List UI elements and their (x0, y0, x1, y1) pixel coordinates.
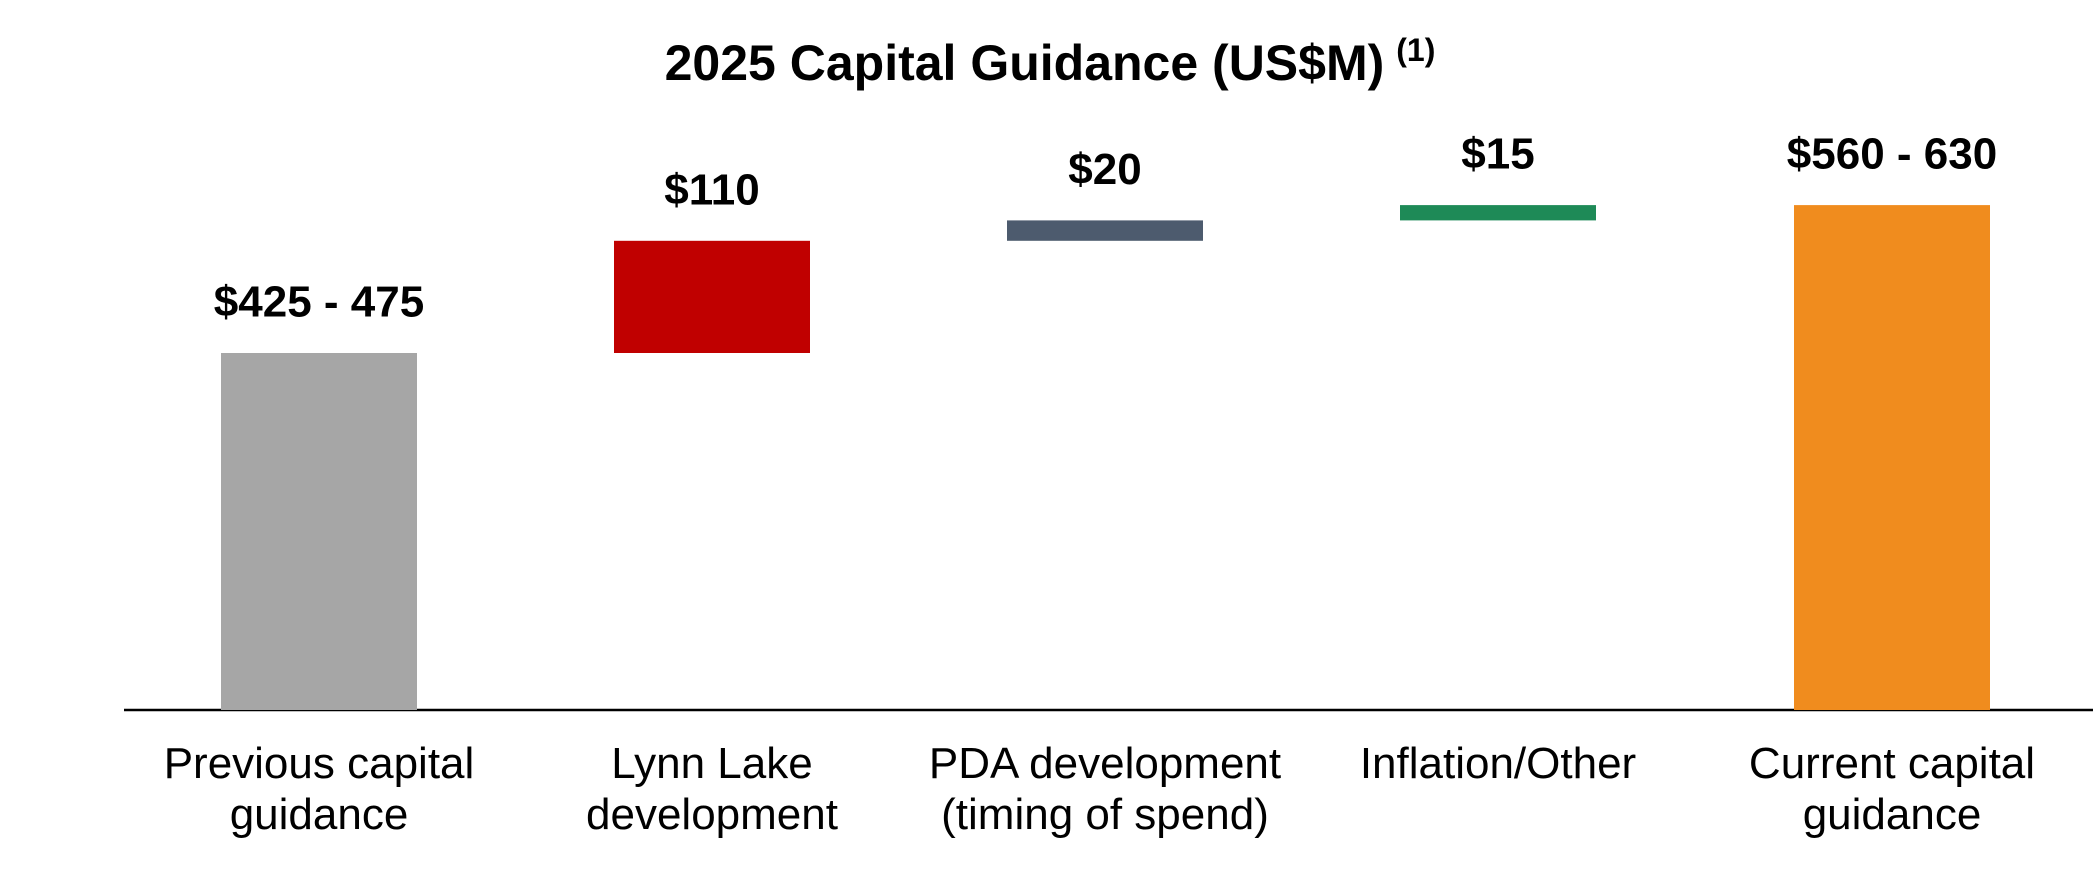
x-tick-label: Current capital guidance (1749, 739, 2035, 839)
x-tick-label: Previous capital guidance (164, 739, 475, 839)
value-label: $425 - 475 (214, 278, 424, 327)
value-label: $15 (1461, 130, 1534, 179)
bar (1400, 205, 1596, 221)
x-tick-label: Lynn Lake development (586, 739, 838, 839)
title-note: (1) (1396, 32, 1435, 68)
x-tick-line: guidance (1803, 790, 1982, 839)
x-tick-line: guidance (230, 790, 409, 839)
title-text: 2025 Capital Guidance (US$M) (665, 35, 1385, 91)
chart-title: 2025 Capital Guidance (US$M) (1) (665, 32, 1436, 91)
x-tick-line: (timing of spend) (941, 790, 1269, 839)
bar (1794, 205, 1990, 710)
x-tick-line: Inflation/Other (1360, 739, 1636, 788)
x-tick-line: development (586, 790, 838, 839)
x-tick-line: Previous capital (164, 739, 475, 788)
bar (1007, 220, 1203, 241)
bar (221, 353, 417, 710)
value-label: $110 (664, 165, 759, 214)
x-tick-line: Current capital (1749, 739, 2035, 788)
bar (614, 240, 810, 353)
x-tick-line: Lynn Lake (611, 739, 812, 788)
value-label: $20 (1068, 145, 1141, 194)
value-label: $560 - 630 (1787, 130, 1997, 179)
x-tick-label: PDA development (timing of spend) (929, 739, 1281, 839)
x-tick-label: Inflation/Other (1360, 739, 1636, 788)
x-tick-line: PDA development (929, 739, 1281, 788)
